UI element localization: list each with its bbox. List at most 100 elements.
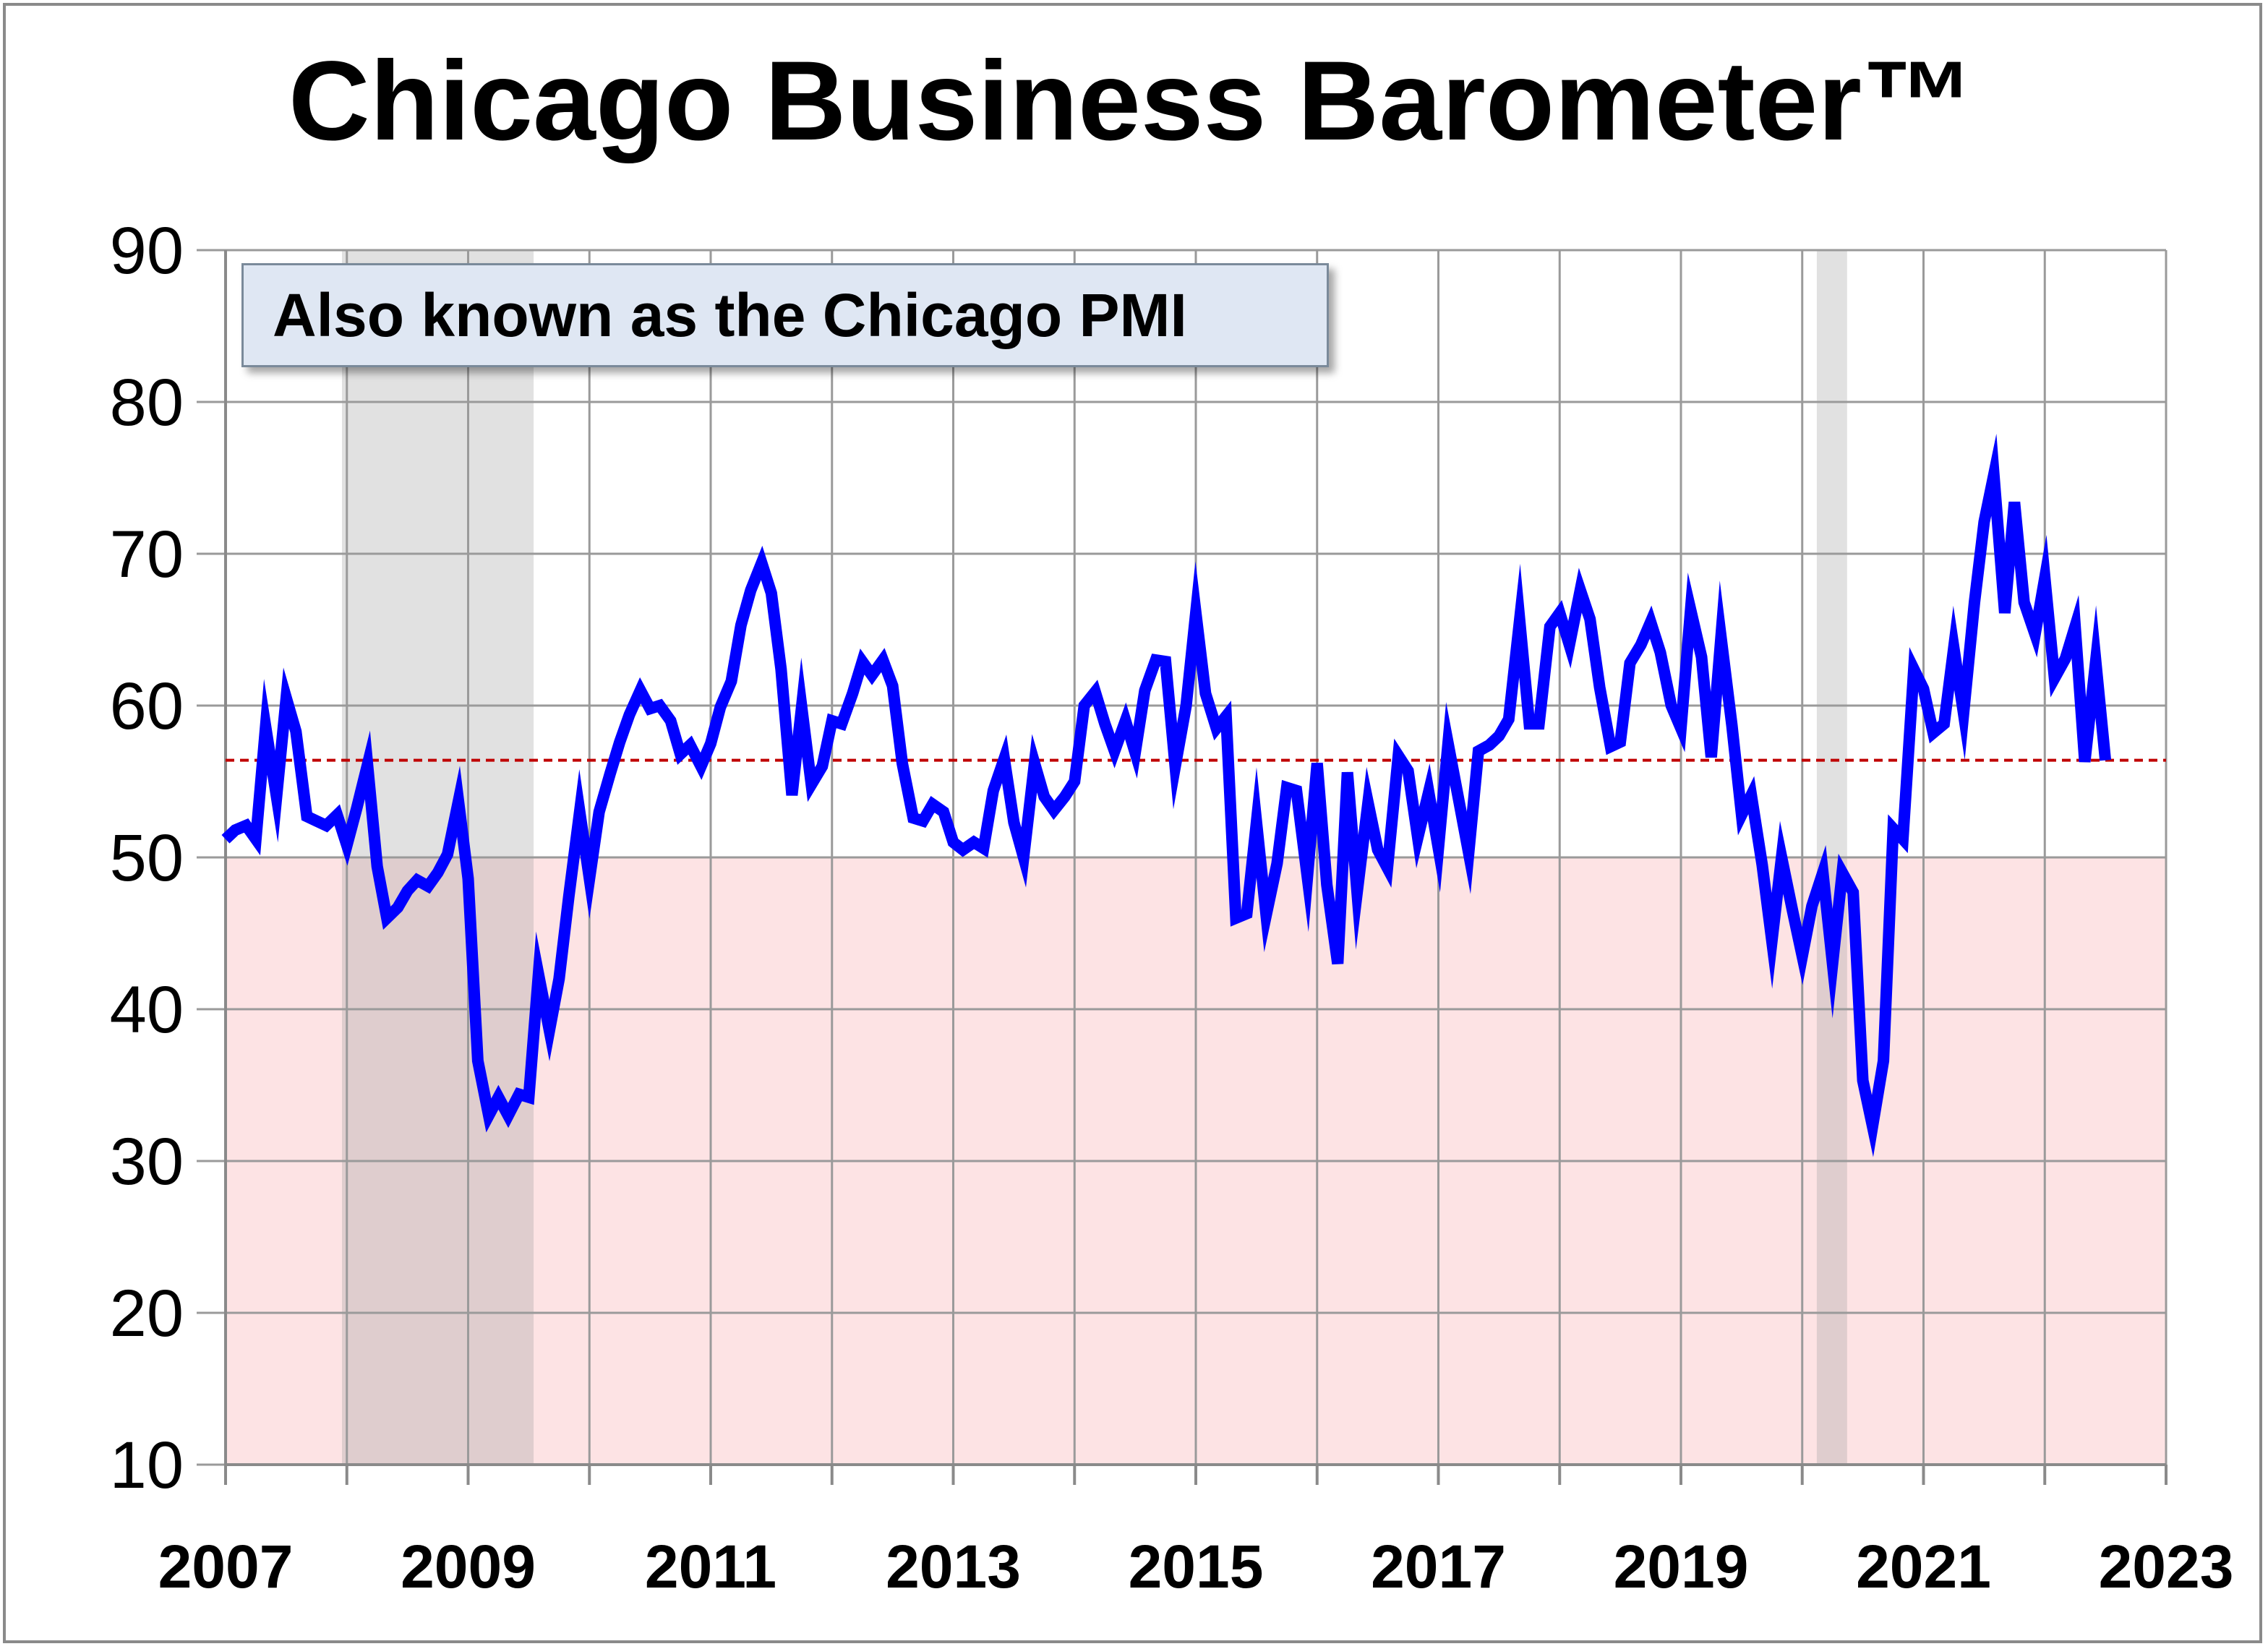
y-tick-label: 70: [110, 518, 184, 591]
data-point: [1660, 652, 1661, 653]
data-point: [962, 849, 964, 850]
data-point: [1165, 661, 1166, 662]
data-point: [2034, 633, 2036, 635]
x-tick-label: 2009: [401, 1533, 536, 1601]
data-point: [356, 808, 357, 810]
data-point: [1750, 794, 1752, 796]
data-point: [558, 978, 560, 980]
data-point: [1114, 750, 1116, 752]
data-point: [1296, 790, 1297, 792]
data-point: [1195, 612, 1197, 614]
data-point: [1519, 620, 1520, 621]
x-tick-label: 2023: [2099, 1533, 2234, 1601]
y-tick-label: 50: [110, 821, 184, 895]
data-point: [943, 811, 944, 813]
data-point: [518, 1094, 520, 1095]
data-point: [1923, 688, 1924, 690]
data-point: [1276, 862, 1278, 864]
data-point: [1610, 746, 1612, 748]
data-point: [1246, 913, 1247, 915]
data-point: [386, 917, 388, 919]
data-point: [1438, 847, 1439, 849]
data-point: [1599, 687, 1601, 688]
data-point: [325, 825, 327, 826]
y-tick-label: 20: [110, 1277, 184, 1350]
data-point: [1993, 474, 1995, 476]
data-point: [731, 680, 732, 682]
data-point: [1204, 693, 1206, 694]
data-point: [2074, 626, 2076, 628]
data-point: [1468, 852, 1469, 854]
data-point: [1256, 822, 1257, 823]
data-point: [538, 974, 539, 975]
data-point: [1792, 910, 1793, 911]
data-point: [1347, 771, 1348, 773]
data-point: [649, 708, 651, 709]
y-tick-label: 40: [110, 973, 184, 1047]
chart-annotation: Also known as the Chicago PMI: [241, 263, 1329, 367]
x-tick-label: 2017: [1371, 1533, 1506, 1601]
y-tick-label: 10: [110, 1429, 184, 1502]
y-tick-label: 30: [110, 1125, 184, 1199]
data-point: [761, 562, 762, 564]
data-point: [1216, 728, 1217, 729]
data-point: [801, 706, 803, 708]
x-tick-label: 2021: [1856, 1533, 1991, 1601]
data-point: [640, 690, 641, 691]
data-point: [1356, 891, 1358, 893]
data-point: [234, 829, 236, 831]
data-point: [983, 847, 984, 849]
data-point: [1023, 857, 1024, 858]
data-point: [2054, 677, 2055, 679]
data-point: [1367, 802, 1369, 803]
x-tick-label: 2013: [886, 1533, 1021, 1601]
data-point: [1144, 690, 1145, 691]
data-point: [1074, 781, 1075, 782]
data-point: [1811, 905, 1813, 907]
data-point: [1306, 876, 1308, 878]
data-point: [821, 766, 823, 767]
data-point: [2095, 661, 2097, 662]
data-point: [1963, 713, 1964, 714]
data-point: [852, 693, 853, 694]
data-point: [1640, 644, 1642, 646]
data-point: [1862, 1080, 1864, 1082]
data-point: [589, 878, 590, 879]
data-point: [1549, 626, 1551, 628]
data-point: [1680, 728, 1682, 729]
data-point: [1175, 766, 1176, 767]
data-point: [810, 784, 812, 785]
data-point: [458, 800, 459, 802]
data-point: [1559, 612, 1560, 614]
data-point: [246, 825, 247, 826]
data-point: [871, 674, 873, 676]
y-tick-label: 60: [110, 669, 184, 743]
data-point: [579, 811, 581, 813]
data-point: [568, 896, 570, 898]
data-point: [2065, 658, 2066, 659]
x-tick-label: 2007: [158, 1533, 294, 1601]
data-point: [1983, 521, 1985, 523]
data-point: [1004, 758, 1005, 759]
data-point: [1569, 644, 1570, 646]
data-point: [1478, 750, 1479, 752]
data-point: [1458, 800, 1460, 802]
x-tick-label: 2011: [645, 1533, 776, 1601]
data-point: [2004, 612, 2006, 614]
data-point: [1447, 743, 1449, 744]
data-point: [2084, 761, 2086, 763]
data-point: [367, 764, 368, 766]
data-point: [1690, 609, 1691, 611]
data-point: [416, 880, 418, 881]
x-tick-label: 2019: [1614, 1533, 1749, 1601]
chart-title: Chicago Business Barometer™: [288, 38, 1974, 164]
y-tick-label: 90: [110, 214, 184, 288]
data-point: [862, 661, 863, 662]
data-point: [1852, 891, 1854, 893]
data-point: [953, 841, 954, 843]
data-point: [750, 589, 751, 591]
data-point: [629, 714, 630, 716]
data-point: [1155, 659, 1157, 661]
data-point: [1377, 849, 1379, 850]
